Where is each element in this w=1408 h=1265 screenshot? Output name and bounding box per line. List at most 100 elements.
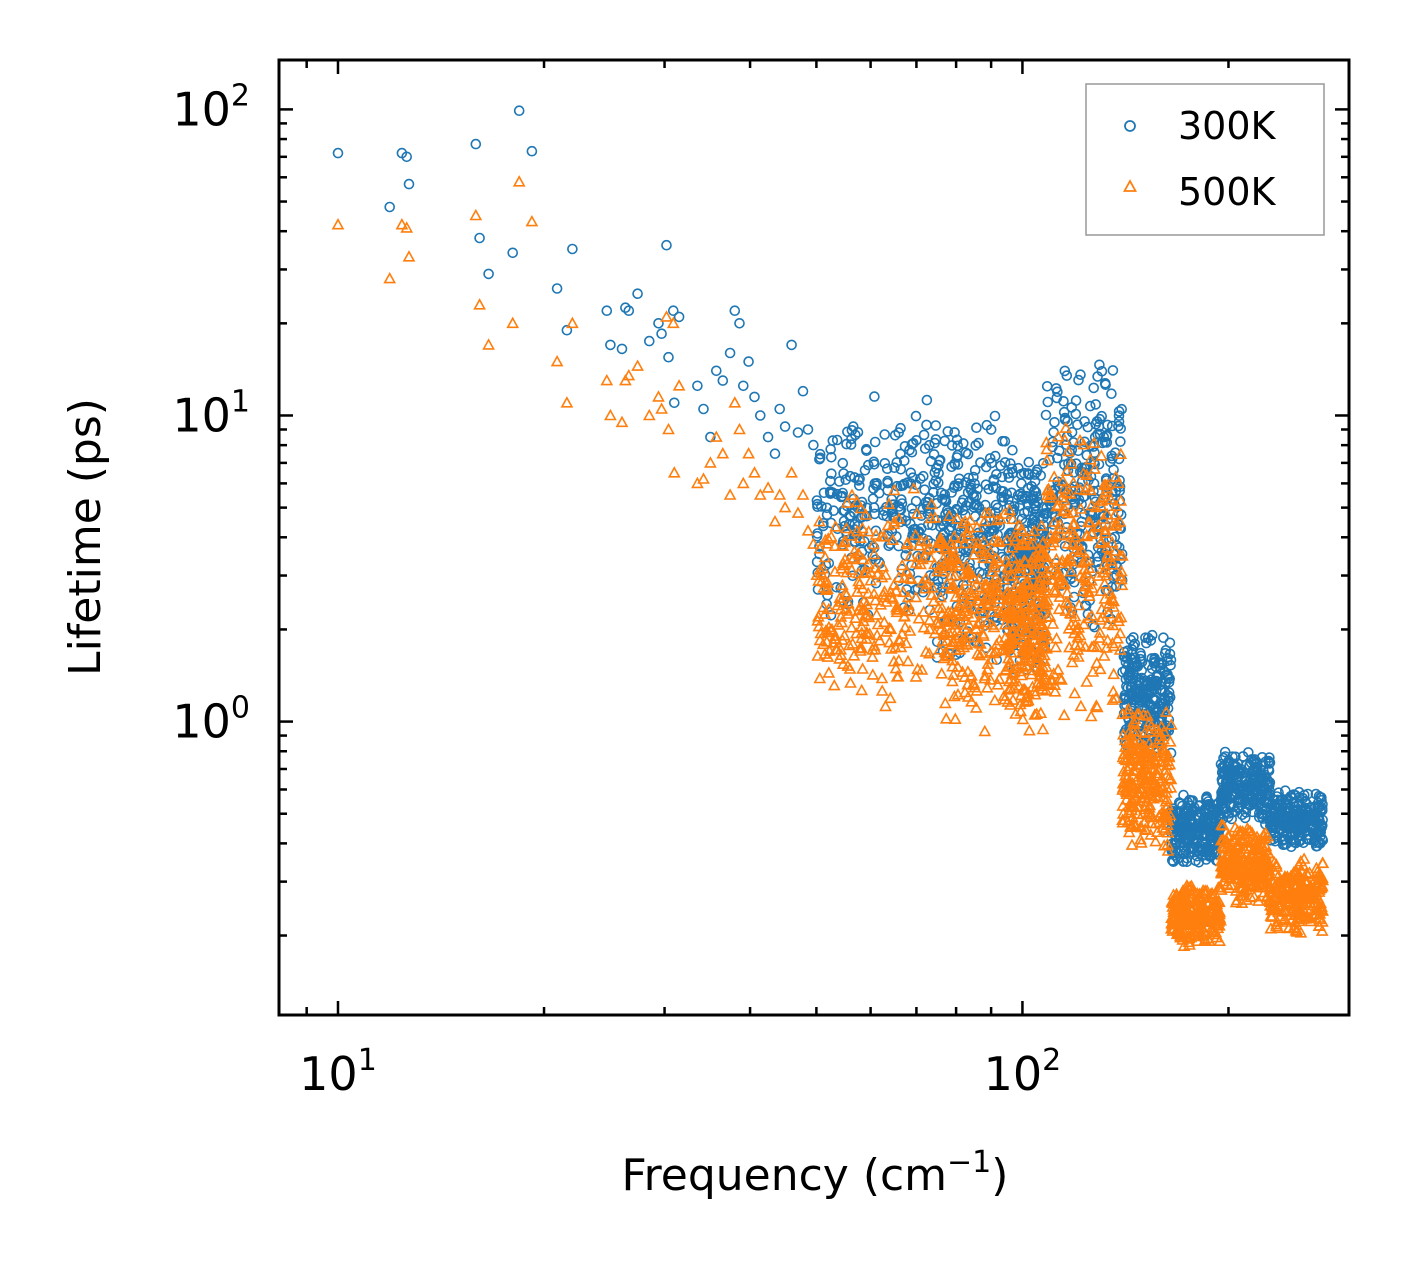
data-point: [1148, 762, 1161, 775]
data-point: [1040, 409, 1052, 421]
data-point: [948, 569, 962, 581]
data-point: [1047, 515, 1061, 527]
data-point: [934, 536, 948, 549]
data-point: [1097, 649, 1111, 661]
data-point: [1156, 676, 1167, 688]
data-point: [566, 316, 579, 329]
data-point: [842, 596, 855, 609]
data-point: [827, 435, 839, 446]
data-point: [1314, 896, 1328, 909]
data-point: [1047, 470, 1061, 482]
data-point: [1177, 800, 1188, 812]
data-point: [1005, 667, 1019, 679]
data-point: [853, 641, 867, 653]
data-point: [1185, 825, 1197, 837]
data-point: [1189, 802, 1200, 813]
data-point: [1058, 433, 1072, 446]
data-point: [1168, 895, 1182, 908]
data-point: [1229, 895, 1243, 908]
data-point: [1073, 482, 1087, 495]
data-point: [942, 507, 954, 518]
data-point: [1267, 898, 1281, 910]
data-point: [709, 430, 723, 442]
data-point: [1109, 470, 1123, 482]
data-point: [1104, 493, 1118, 505]
data-point: [1031, 627, 1045, 639]
data-point: [906, 503, 918, 514]
data-point: [1270, 885, 1284, 897]
data-point: [887, 499, 898, 511]
data-point: [907, 481, 921, 494]
data-point: [991, 678, 1005, 690]
data-point: [1115, 423, 1126, 434]
data-point: [1254, 875, 1268, 888]
data-point: [916, 552, 930, 565]
data-point: [1127, 673, 1138, 685]
data-point: [623, 305, 635, 317]
data-point: [470, 138, 482, 150]
data-point: [1052, 602, 1066, 615]
data-point: [1046, 532, 1060, 544]
data-point: [1061, 537, 1075, 549]
data-point: [946, 440, 958, 451]
data-point: [887, 517, 901, 530]
data-point: [1187, 795, 1198, 806]
data-point: [949, 459, 961, 470]
data-point: [917, 470, 929, 482]
data-point: [1015, 632, 1029, 644]
data-point: [383, 271, 397, 284]
data-point: [904, 572, 918, 585]
data-point: [400, 221, 414, 233]
data-point: [1086, 507, 1097, 518]
data-point: [1059, 412, 1071, 424]
legend-box: [1085, 83, 1325, 236]
data-point: [989, 410, 1001, 422]
data-point: [567, 243, 578, 255]
data-point: [824, 475, 836, 487]
data-point: [952, 459, 964, 470]
data-point: [875, 570, 889, 583]
data-point: [1090, 399, 1101, 410]
data-point: [1130, 757, 1144, 770]
data-point: [880, 595, 893, 607]
data-point: [601, 305, 613, 317]
data-point: [1136, 696, 1147, 708]
data-point: [940, 634, 954, 646]
data-point: [1065, 655, 1079, 668]
data-point: [899, 440, 911, 452]
data-point: [1020, 531, 1033, 543]
data-point: [1036, 618, 1049, 631]
data-point: [1006, 610, 1019, 623]
data-point: [1217, 853, 1230, 866]
data-point: [1159, 705, 1173, 717]
data-point: [1028, 688, 1042, 700]
data-point: [1003, 544, 1015, 556]
data-point: [1109, 499, 1123, 512]
data-point: [903, 549, 917, 562]
data-point: [1237, 884, 1251, 897]
legend-marker-300k: [1124, 120, 1136, 132]
data-point: [1027, 620, 1040, 633]
data-point: [1181, 880, 1195, 893]
data-point: [1025, 528, 1038, 541]
data-point: [1029, 475, 1041, 487]
data-point: [938, 696, 952, 709]
data-point: [1151, 790, 1165, 803]
data-point: [1252, 894, 1265, 906]
data-point: [811, 649, 825, 661]
data-point: [992, 555, 1006, 567]
data-point: [1005, 541, 1019, 553]
data-point: [1002, 468, 1014, 479]
data-point: [1073, 433, 1087, 446]
data-point: [923, 439, 935, 451]
data-point: [560, 396, 574, 408]
data-point: [1260, 789, 1272, 801]
data-point: [860, 597, 874, 610]
data-point: [954, 586, 968, 598]
data-point: [1207, 917, 1221, 929]
data-point: [1072, 650, 1085, 662]
data-point: [1178, 856, 1190, 867]
data-point: [968, 471, 979, 483]
data-point: [1216, 819, 1230, 831]
data-point: [1225, 766, 1237, 778]
